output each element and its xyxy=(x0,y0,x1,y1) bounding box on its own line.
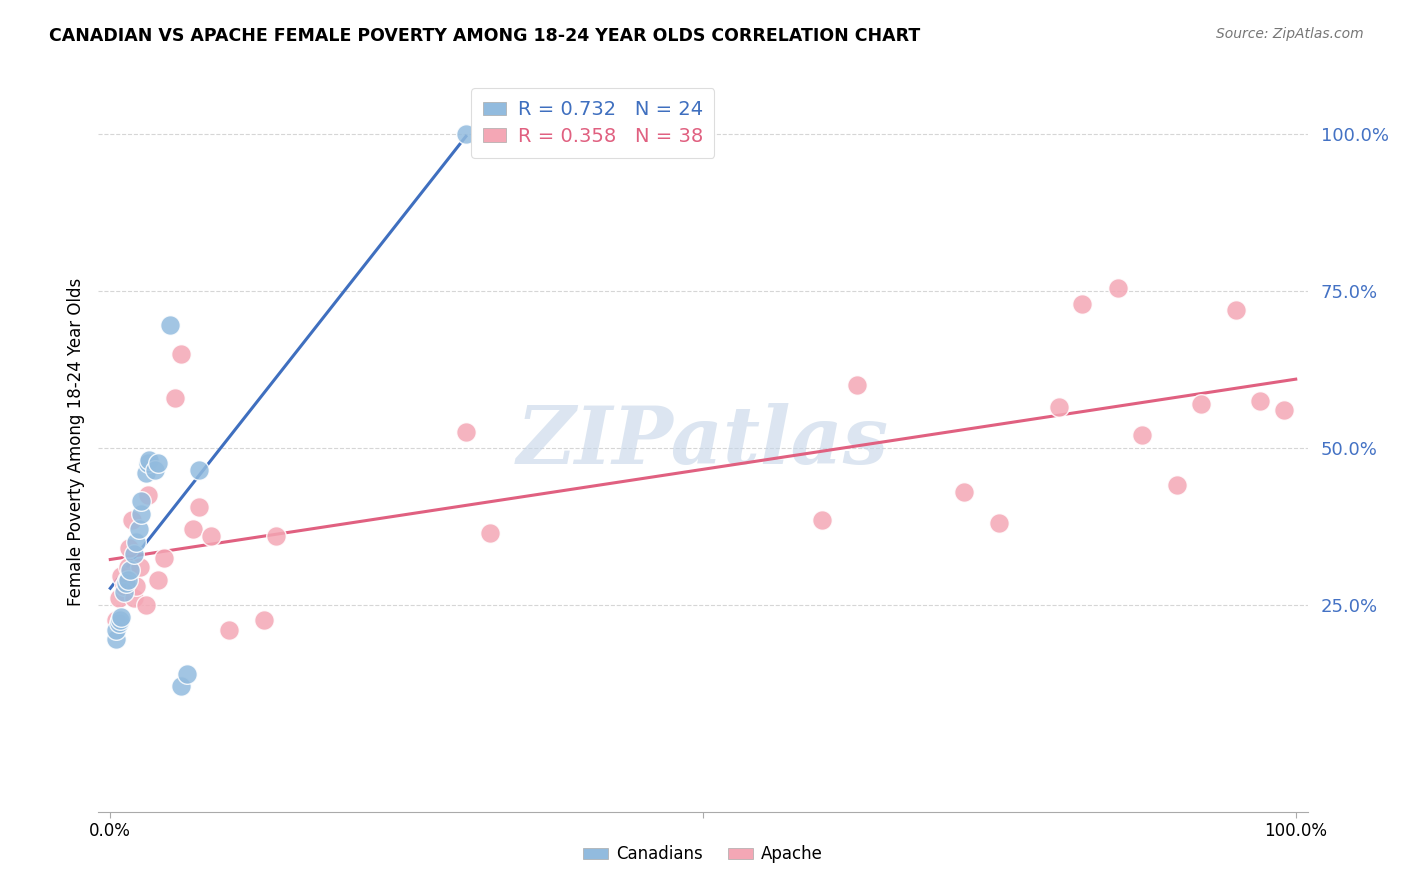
Point xyxy=(115,573,138,587)
Point xyxy=(1189,397,1212,411)
Point xyxy=(1071,296,1094,310)
Point xyxy=(1166,478,1188,492)
Point xyxy=(454,127,477,141)
Point xyxy=(218,623,240,637)
Point xyxy=(952,484,974,499)
Point xyxy=(170,347,193,361)
Point xyxy=(146,457,169,471)
Point xyxy=(143,463,166,477)
Point xyxy=(121,513,143,527)
Point xyxy=(1130,428,1153,442)
Point xyxy=(1047,400,1070,414)
Point xyxy=(128,522,150,536)
Point xyxy=(1272,403,1295,417)
Y-axis label: Female Poverty Among 18-24 Year Olds: Female Poverty Among 18-24 Year Olds xyxy=(66,277,84,606)
Point xyxy=(181,522,204,536)
Point xyxy=(1249,393,1271,408)
Text: ZIPatlas: ZIPatlas xyxy=(517,403,889,480)
Point xyxy=(170,679,193,693)
Point xyxy=(152,550,174,565)
Legend: Canadians, Apache: Canadians, Apache xyxy=(576,838,830,870)
Point xyxy=(107,616,129,631)
Point xyxy=(114,579,136,593)
Point xyxy=(1107,281,1129,295)
Point xyxy=(159,318,181,333)
Point xyxy=(122,591,145,606)
Point xyxy=(1225,302,1247,317)
Point xyxy=(105,623,128,637)
Point xyxy=(118,541,141,556)
Point xyxy=(125,579,148,593)
Point xyxy=(120,563,142,577)
Point xyxy=(105,632,128,647)
Point xyxy=(188,463,211,477)
Point xyxy=(105,613,128,627)
Point xyxy=(846,378,869,392)
Point xyxy=(114,575,136,590)
Point xyxy=(478,525,501,540)
Point xyxy=(110,610,132,624)
Point xyxy=(188,500,211,515)
Point xyxy=(129,507,152,521)
Point xyxy=(176,666,198,681)
Point xyxy=(165,391,187,405)
Point xyxy=(810,513,832,527)
Point xyxy=(200,529,222,543)
Point xyxy=(129,560,152,574)
Point xyxy=(114,585,136,599)
Point xyxy=(135,466,157,480)
Point xyxy=(117,560,139,574)
Point xyxy=(129,494,152,508)
Text: CANADIAN VS APACHE FEMALE POVERTY AMONG 18-24 YEAR OLDS CORRELATION CHART: CANADIAN VS APACHE FEMALE POVERTY AMONG … xyxy=(49,27,921,45)
Point xyxy=(988,516,1011,530)
Point xyxy=(125,535,148,549)
Point xyxy=(454,425,477,439)
Point xyxy=(122,548,145,562)
Point xyxy=(107,591,129,606)
Point xyxy=(253,613,276,627)
Point xyxy=(146,573,169,587)
Point xyxy=(117,573,139,587)
Point xyxy=(108,613,131,627)
Point xyxy=(135,598,157,612)
Text: Source: ZipAtlas.com: Source: ZipAtlas.com xyxy=(1216,27,1364,41)
Point xyxy=(136,457,159,471)
Point xyxy=(136,488,159,502)
Point xyxy=(138,453,160,467)
Point xyxy=(110,569,132,583)
Point xyxy=(264,529,287,543)
